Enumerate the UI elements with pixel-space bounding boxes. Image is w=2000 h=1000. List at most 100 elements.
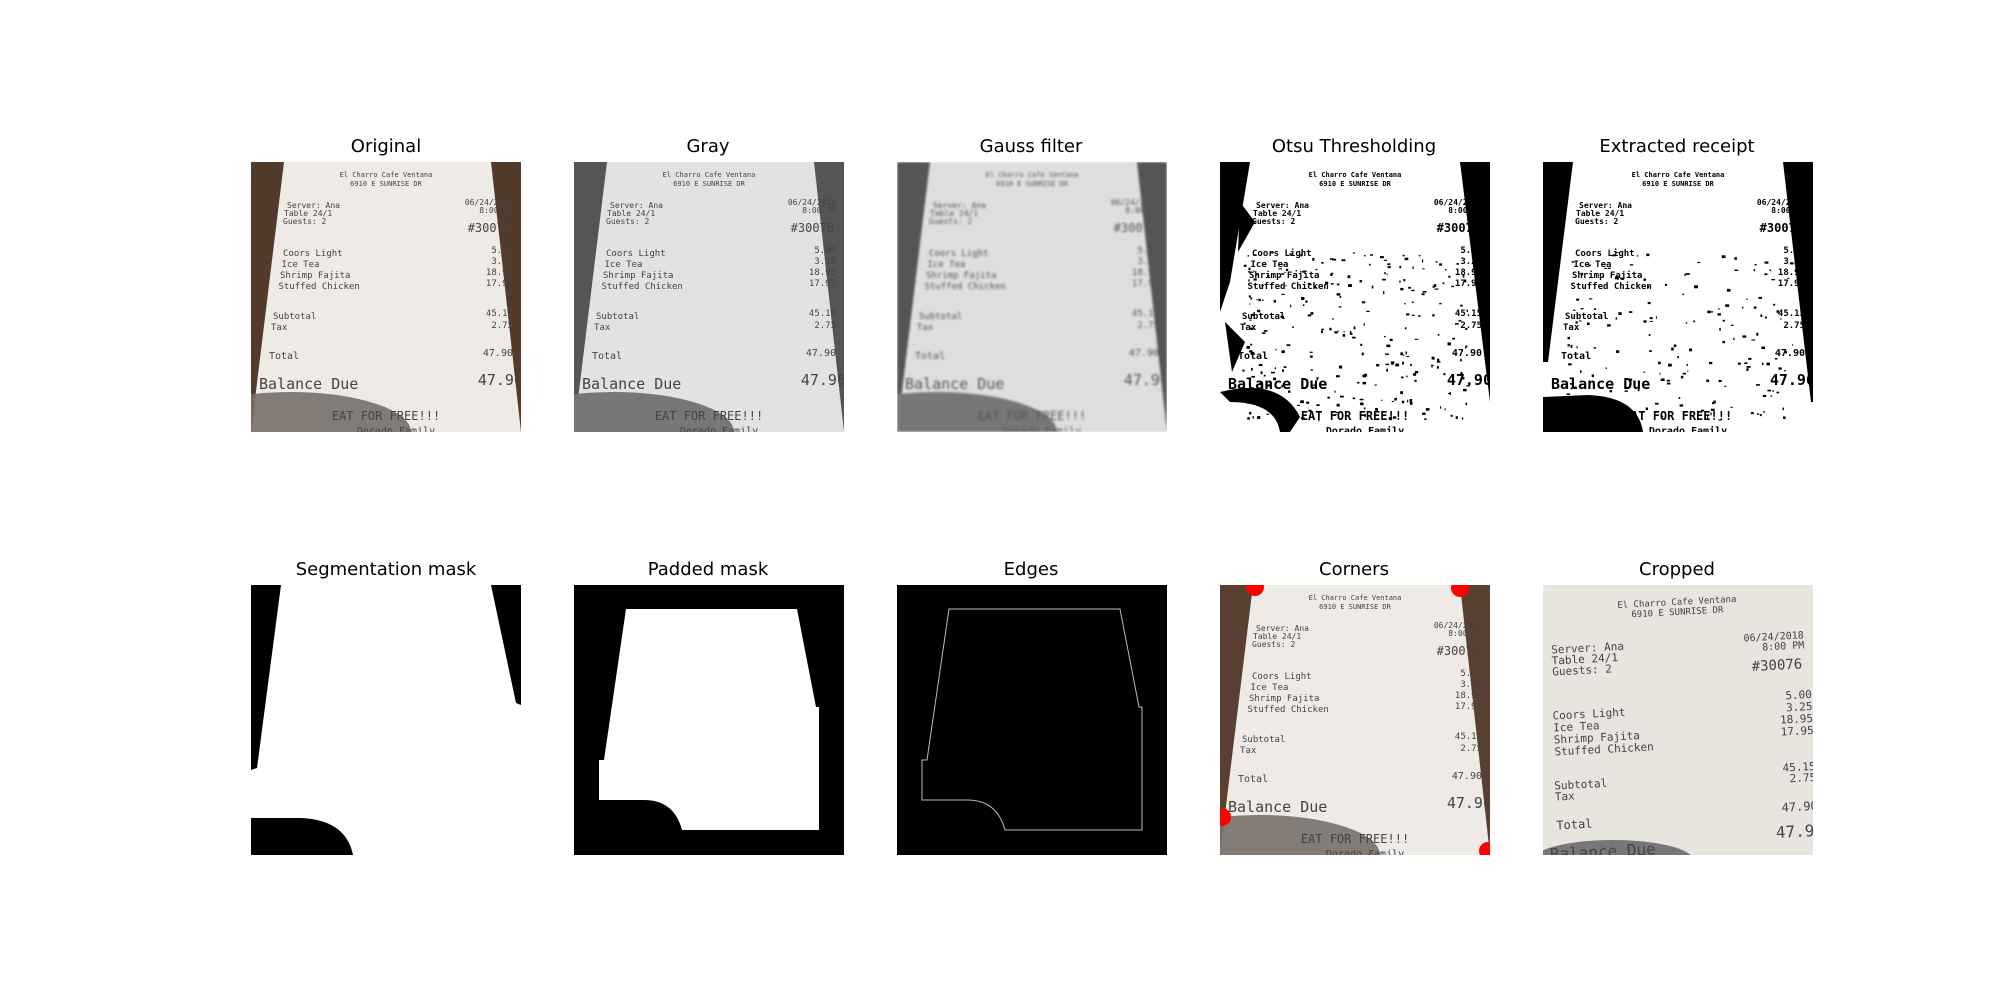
noise-speck (1593, 347, 1597, 349)
receipt-subtotal-label: Subtotal (1242, 735, 1285, 745)
noise-speck (1363, 255, 1366, 257)
receipt-date: 06/24/2018 (1434, 198, 1482, 207)
noise-speck (1260, 371, 1263, 375)
receipt-item-name: Coors Light (1252, 248, 1312, 259)
noise-speck (1609, 390, 1613, 393)
receipt-header-address: 6910 E SUNRISE DR (1319, 180, 1391, 188)
noise-speck (1693, 320, 1696, 323)
noise-speck (1650, 320, 1653, 322)
noise-speck (1465, 328, 1468, 330)
noise-speck (1774, 358, 1778, 360)
receipt-table: Table 24/1 (1253, 209, 1301, 218)
noise-speck (1733, 337, 1735, 340)
noise-speck (1462, 274, 1465, 278)
noise-speck (1648, 334, 1651, 336)
receipt-subtotal: 45.15 (486, 309, 513, 319)
noise-speck (1274, 367, 1276, 370)
noise-speck (1386, 368, 1388, 372)
noise-speck (1565, 385, 1568, 388)
noise-speck (1291, 326, 1294, 328)
receipt-date: 06/24/2018 (1743, 630, 1804, 644)
receipt-header-address: 6910 E SUNRISE DR (1631, 605, 1724, 620)
noise-speck (1422, 268, 1425, 270)
receipt-server: Server: Ana (610, 201, 663, 210)
noise-speck (1336, 283, 1340, 286)
noise-speck (1784, 370, 1786, 372)
noise-speck (1307, 282, 1311, 285)
noise-speck (1246, 401, 1249, 404)
noise-speck (1258, 298, 1261, 302)
noise-speck (1466, 309, 1468, 312)
corner-marker-top-left (1246, 585, 1264, 596)
noise-speck (1357, 382, 1360, 384)
noise-speck (1343, 331, 1345, 333)
noise-speck (1243, 264, 1247, 267)
receipt-item-price: 3.25 (1786, 700, 1813, 714)
noise-speck (1281, 273, 1285, 275)
noise-speck (1722, 319, 1725, 322)
receipt-footer: EAT FOR FREE!!! (1301, 409, 1409, 423)
noise-speck (1251, 367, 1253, 371)
receipt-item-name: Stuffed Chicken (1248, 281, 1329, 292)
receipt-date: 06/24/2018 (1434, 621, 1482, 630)
noise-speck (1271, 371, 1275, 374)
receipt-guests: Guests: 2 (929, 217, 973, 226)
receipt-total: 47.90 (806, 348, 836, 359)
noise-speck (1359, 398, 1364, 401)
noise-speck (1399, 280, 1401, 283)
noise-speck (1771, 279, 1776, 281)
noise-speck (1295, 270, 1297, 272)
noise-speck (1288, 390, 1291, 393)
noise-speck (1430, 364, 1434, 367)
noise-speck (1754, 264, 1757, 266)
noise-speck (1766, 362, 1770, 366)
noise-speck (1267, 275, 1270, 277)
noise-speck (1458, 320, 1462, 322)
noise-speck (1575, 386, 1577, 388)
noise-speck (1352, 397, 1356, 400)
receipt-item-name: Coors Light (606, 249, 666, 259)
noise-speck (1359, 280, 1363, 283)
receipt-table: Table 24/1 (607, 209, 655, 218)
noise-speck (1352, 336, 1356, 339)
noise-speck (1643, 320, 1647, 323)
receipt-item-price: 3.25 (491, 257, 513, 267)
noise-speck (1465, 402, 1468, 406)
noise-speck (1570, 387, 1573, 390)
receipt-item-price: 5.00 (814, 246, 836, 256)
noise-speck (1588, 264, 1591, 267)
receipt-table: Table 24/1 (1551, 651, 1618, 667)
noise-speck (1385, 353, 1389, 355)
receipt-item-name: Shrimp Fajita (1554, 729, 1641, 746)
receipt-tax-label: Tax (1563, 323, 1580, 333)
noise-speck (1315, 268, 1318, 271)
noise-speck (1310, 355, 1313, 358)
receipt-item-name: Shrimp Fajita (1572, 270, 1642, 281)
receipt-server: Server: Ana (1579, 201, 1632, 210)
receipt-order-number: #30076 (791, 221, 834, 235)
corner-marker-bottom-right (1479, 842, 1490, 855)
noise-speck (1307, 314, 1312, 317)
noise-speck (1406, 375, 1408, 378)
panel-cropped: El Charro Cafe Ventana 6910 E SUNRISE DR S… (1543, 585, 1813, 855)
noise-speck (1685, 273, 1690, 275)
receipt-balance-label: Balance Due (1228, 798, 1327, 816)
noise-speck (1710, 311, 1714, 313)
receipt-subtotal-label: Subtotal (273, 312, 316, 322)
noise-speck (1697, 261, 1701, 264)
noise-speck (1664, 283, 1668, 286)
receipt-header-name: El Charro Cafe Ventana (1309, 171, 1402, 179)
noise-speck (1461, 417, 1464, 420)
receipt-date: 06/24/2018 (1111, 198, 1159, 207)
noise-speck (1384, 259, 1388, 261)
noise-speck (1306, 401, 1310, 404)
panel-gauss: El Charro Cafe Ventana 6910 E SUNRISE DR S… (897, 162, 1167, 432)
noise-speck (1401, 376, 1404, 379)
noise-speck (1407, 399, 1409, 403)
noise-speck (1623, 416, 1627, 419)
receipt-order-number: #30076 (1760, 221, 1803, 235)
noise-speck (1252, 254, 1257, 256)
noise-speck (1404, 257, 1409, 261)
receipt-guests: Guests: 2 (1575, 217, 1619, 226)
